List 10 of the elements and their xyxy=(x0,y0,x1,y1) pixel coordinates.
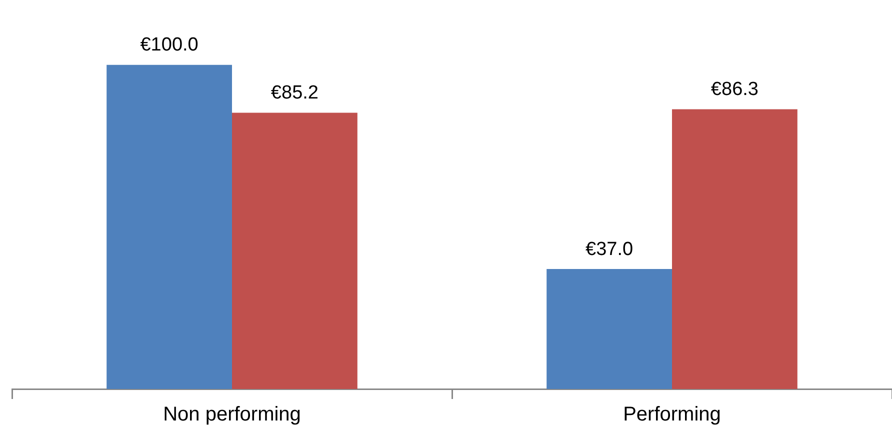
data-label: €37.0 xyxy=(586,238,634,260)
bar xyxy=(672,109,798,389)
bar xyxy=(546,269,672,389)
bar xyxy=(232,112,358,389)
data-label: €85.2 xyxy=(270,82,318,104)
data-label: €100.0 xyxy=(140,34,198,56)
bar xyxy=(106,64,232,389)
data-label: €86.3 xyxy=(710,78,758,100)
x-tick-label: Non performing xyxy=(163,404,301,426)
x-tick-label: Performing xyxy=(623,404,721,426)
